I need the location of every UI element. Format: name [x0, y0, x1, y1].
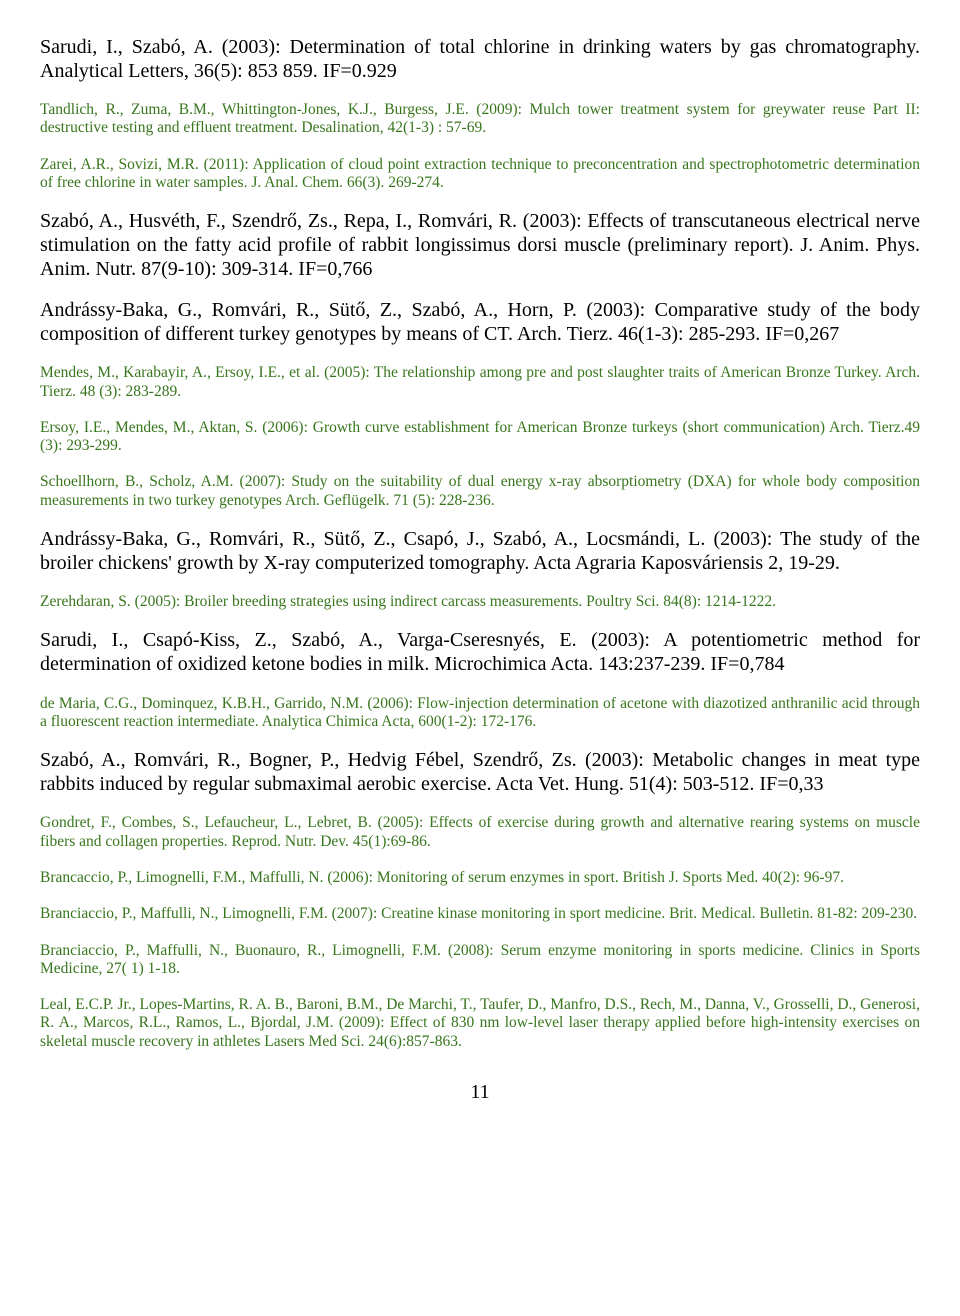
reference-entry: Szabó, A., Husvéth, F., Szendrő, Zs., Re… — [40, 210, 920, 281]
reference-entry: Szabó, A., Romvári, R., Bogner, P., Hedv… — [40, 749, 920, 796]
reference-entry: Branciaccio, P., Maffulli, N., Buonauro,… — [40, 942, 920, 979]
reference-entry: Zarei, A.R., Sovizi, M.R. (2011): Applic… — [40, 156, 920, 193]
reference-entry: Zerehdaran, S. (2005): Broiler breeding … — [40, 593, 920, 611]
reference-entry: Brancaccio, P., Limognelli, F.M., Mafful… — [40, 869, 920, 887]
reference-entry: Ersoy, I.E., Mendes, M., Aktan, S. (2006… — [40, 419, 920, 456]
reference-entry: Mendes, M., Karabayir, A., Ersoy, I.E., … — [40, 364, 920, 401]
reference-entry: Branciaccio, P., Maffulli, N., Limognell… — [40, 905, 920, 923]
reference-entry: Andrássy-Baka, G., Romvári, R., Sütő, Z.… — [40, 528, 920, 575]
reference-entry: Schoellhorn, B., Scholz, A.M. (2007): St… — [40, 473, 920, 510]
reference-entry: de Maria, C.G., Dominquez, K.B.H., Garri… — [40, 695, 920, 732]
reference-entry: Tandlich, R., Zuma, B.M., Whittington-Jo… — [40, 101, 920, 138]
reference-entry: Leal, E.C.P. Jr., Lopes-Martins, R. A. B… — [40, 996, 920, 1051]
page-number: 11 — [40, 1081, 920, 1105]
reference-entry: Andrássy-Baka, G., Romvári, R., Sütő, Z.… — [40, 299, 920, 346]
reference-entry: Sarudi, I., Szabó, A. (2003): Determinat… — [40, 36, 920, 83]
reference-list: Sarudi, I., Szabó, A. (2003): Determinat… — [40, 36, 920, 1051]
reference-entry: Gondret, F., Combes, S., Lefaucheur, L.,… — [40, 814, 920, 851]
reference-entry: Sarudi, I., Csapó-Kiss, Z., Szabó, A., V… — [40, 629, 920, 676]
